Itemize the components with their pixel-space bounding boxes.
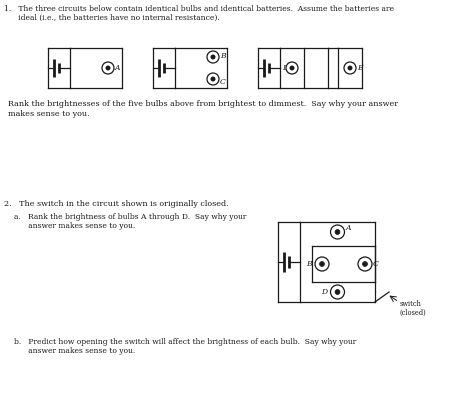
Text: 1.   The three circuits below contain identical bulbs and identical batteries.  : 1. The three circuits below contain iden…	[4, 5, 394, 13]
Text: Rank the brightnesses of the five bulbs above from brightest to dimmest.  Say wh: Rank the brightnesses of the five bulbs …	[8, 100, 398, 108]
Text: a.   Rank the brightness of bulbs A through D.  Say why your: a. Rank the brightness of bulbs A throug…	[14, 213, 246, 221]
Text: b.   Predict how opening the switch will affect the brightness of each bulb.  Sa: b. Predict how opening the switch will a…	[14, 338, 356, 346]
Circle shape	[290, 66, 294, 70]
Text: A: A	[115, 64, 120, 72]
Circle shape	[363, 261, 367, 266]
Text: ideal (i.e., the batteries have no internal resistance).: ideal (i.e., the batteries have no inter…	[4, 14, 220, 22]
Text: answer makes sense to you.: answer makes sense to you.	[14, 347, 135, 355]
Circle shape	[211, 55, 215, 59]
Text: makes sense to you.: makes sense to you.	[8, 110, 90, 118]
Text: answer makes sense to you.: answer makes sense to you.	[14, 222, 135, 230]
Circle shape	[102, 62, 114, 74]
Circle shape	[211, 77, 215, 81]
Circle shape	[335, 230, 340, 234]
Text: E: E	[357, 64, 363, 72]
Text: B: B	[306, 260, 311, 268]
Circle shape	[207, 51, 219, 63]
Text: D: D	[321, 288, 328, 296]
Circle shape	[207, 73, 219, 85]
Circle shape	[330, 285, 345, 299]
Circle shape	[315, 257, 329, 271]
Text: A: A	[346, 224, 351, 232]
Circle shape	[330, 225, 345, 239]
Circle shape	[106, 66, 110, 70]
Text: C: C	[220, 78, 226, 86]
Circle shape	[348, 66, 352, 70]
Circle shape	[319, 261, 324, 266]
Circle shape	[335, 290, 340, 295]
Text: switch
(closed): switch (closed)	[400, 300, 427, 317]
Text: 2.   The switch in the circuit shown is originally closed.: 2. The switch in the circuit shown is or…	[4, 200, 228, 208]
Text: C: C	[373, 260, 379, 268]
Text: D: D	[282, 64, 288, 72]
Circle shape	[286, 62, 298, 74]
Circle shape	[358, 257, 372, 271]
Circle shape	[344, 62, 356, 74]
Text: B: B	[220, 52, 226, 60]
